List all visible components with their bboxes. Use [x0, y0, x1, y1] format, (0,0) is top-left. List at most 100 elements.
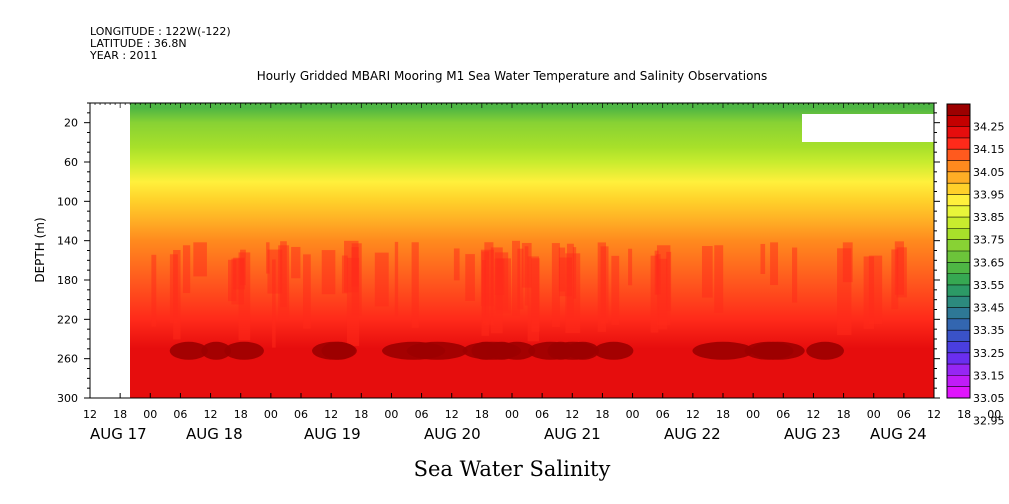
colorbar-label: 33.75 — [973, 234, 1005, 247]
variation-streak — [278, 245, 290, 320]
colorbar-swatch — [947, 239, 970, 252]
variation-streak — [272, 259, 276, 348]
high-salinity-patch — [169, 341, 208, 360]
variation-streak — [182, 245, 191, 294]
colorbar-swatch — [947, 115, 970, 127]
variation-streak — [701, 246, 713, 298]
high-salinity-patch — [382, 341, 446, 360]
x-hour-label: 00 — [626, 408, 640, 421]
variation-streak — [792, 247, 798, 303]
x-hour-label: 06 — [656, 408, 670, 421]
variation-streak — [151, 254, 157, 327]
colorbar-swatch — [947, 126, 970, 139]
x-hour-label: 12 — [565, 408, 579, 421]
variation-streak — [321, 250, 336, 295]
variation-streak — [551, 243, 560, 328]
colorbar-swatch — [947, 341, 970, 354]
x-hour-label: 12 — [686, 408, 700, 421]
colorbar-swatch — [947, 205, 970, 218]
x-hour-label: 00 — [867, 408, 881, 421]
y-tick-label: 140 — [57, 235, 78, 248]
colorbar-label: 33.95 — [973, 188, 1005, 201]
high-salinity-patch — [806, 341, 845, 360]
colorbar-label: 34.15 — [973, 143, 1005, 156]
colorbar-label: 32.95 — [973, 415, 1005, 428]
variation-streak — [291, 246, 301, 279]
variation-streak — [517, 248, 524, 310]
colorbar-swatch — [947, 307, 970, 320]
colorbar-swatch — [947, 228, 970, 240]
colorbar-swatch — [947, 273, 970, 286]
variation-streak — [524, 246, 529, 306]
variation-streak — [770, 242, 779, 286]
colorbar-label: 33.45 — [973, 302, 1005, 315]
variation-streak — [374, 252, 389, 307]
colorbar-swatch — [947, 217, 970, 229]
variation-streak — [238, 252, 251, 341]
x-hour-label: 00 — [264, 408, 278, 421]
colorbar-swatch — [947, 160, 970, 173]
x-day-label: AUG 21 — [544, 425, 601, 443]
x-day-label: AUG 23 — [784, 425, 841, 443]
variation-streak — [658, 258, 668, 330]
high-salinity-patch — [692, 341, 754, 360]
colorbar-label: 33.15 — [973, 369, 1005, 382]
colorbar-label: 33.85 — [973, 211, 1005, 224]
x-axis: 12 18 00 06 12 18 00 06 12 18 00 06 12 18 00 06 12 18 00 06… — [83, 103, 1001, 443]
variation-streak — [411, 242, 419, 328]
variation-streak — [650, 255, 659, 333]
x-hour-label: 18 — [837, 408, 851, 421]
colorbar-label: 33.35 — [973, 324, 1005, 337]
high-salinity-patch — [201, 341, 232, 360]
variation-streak — [303, 254, 311, 329]
variation-streak — [896, 247, 907, 298]
y-tick-label: 20 — [64, 117, 78, 130]
high-salinity-patch — [566, 341, 600, 360]
variation-streak — [565, 253, 581, 334]
x-day-label: AUG 18 — [186, 425, 243, 443]
colorbar-swatch — [947, 330, 970, 342]
colorbar-label: 33.25 — [973, 347, 1005, 360]
colorbar-swatch — [947, 171, 970, 184]
colorbar-swatch — [947, 194, 970, 207]
x-hour-label: 06 — [294, 408, 308, 421]
variation-streak — [351, 243, 362, 316]
chart-title: Hourly Gridded MBARI Mooring M1 Sea Wate… — [257, 69, 768, 83]
variation-streak — [482, 260, 486, 324]
colorbar-label: 33.55 — [973, 279, 1005, 292]
high-salinity-patch — [312, 341, 357, 360]
variation-streak — [453, 248, 460, 281]
colorbar-swatch — [947, 149, 970, 161]
x-day-label: AUG 17 — [90, 425, 147, 443]
x-hour-label: 12 — [324, 408, 338, 421]
variation-streak — [611, 255, 620, 326]
variation-streak — [760, 243, 766, 275]
high-salinity-patch — [744, 341, 794, 360]
x-hour-label: 00 — [987, 408, 1001, 421]
x-hour-label: 18 — [354, 408, 368, 421]
high-salinity-patch — [547, 341, 574, 360]
y-tick-label: 180 — [57, 274, 78, 287]
colorbar-frame — [946, 103, 971, 399]
x-hour-label: 06 — [535, 408, 549, 421]
x-hour-label: 18 — [595, 408, 609, 421]
variation-streak — [558, 247, 566, 292]
x-hour-label: 06 — [897, 408, 911, 421]
high-salinity-patch — [498, 341, 536, 360]
high-salinity-patch — [224, 341, 264, 360]
x-hour-label: 18 — [957, 408, 971, 421]
x-day-label: AUG 24 — [870, 425, 927, 443]
latitude-label: LATITUDE : 36.8N — [90, 37, 187, 50]
variation-streak — [655, 254, 661, 295]
y-axis: 20 60 100 140 180 220 260 300 — [57, 102, 940, 405]
colorbar-swatch — [947, 352, 970, 365]
x-hour-label: 00 — [143, 408, 157, 421]
colorbar-swatch — [947, 296, 970, 308]
variation-streak — [512, 240, 521, 317]
colorbar-swatch — [947, 104, 970, 116]
y-tick-label: 60 — [64, 156, 78, 169]
y-tick-label: 300 — [57, 392, 78, 405]
colorbar-swatch — [947, 262, 970, 274]
x-hour-label: 18 — [475, 408, 489, 421]
